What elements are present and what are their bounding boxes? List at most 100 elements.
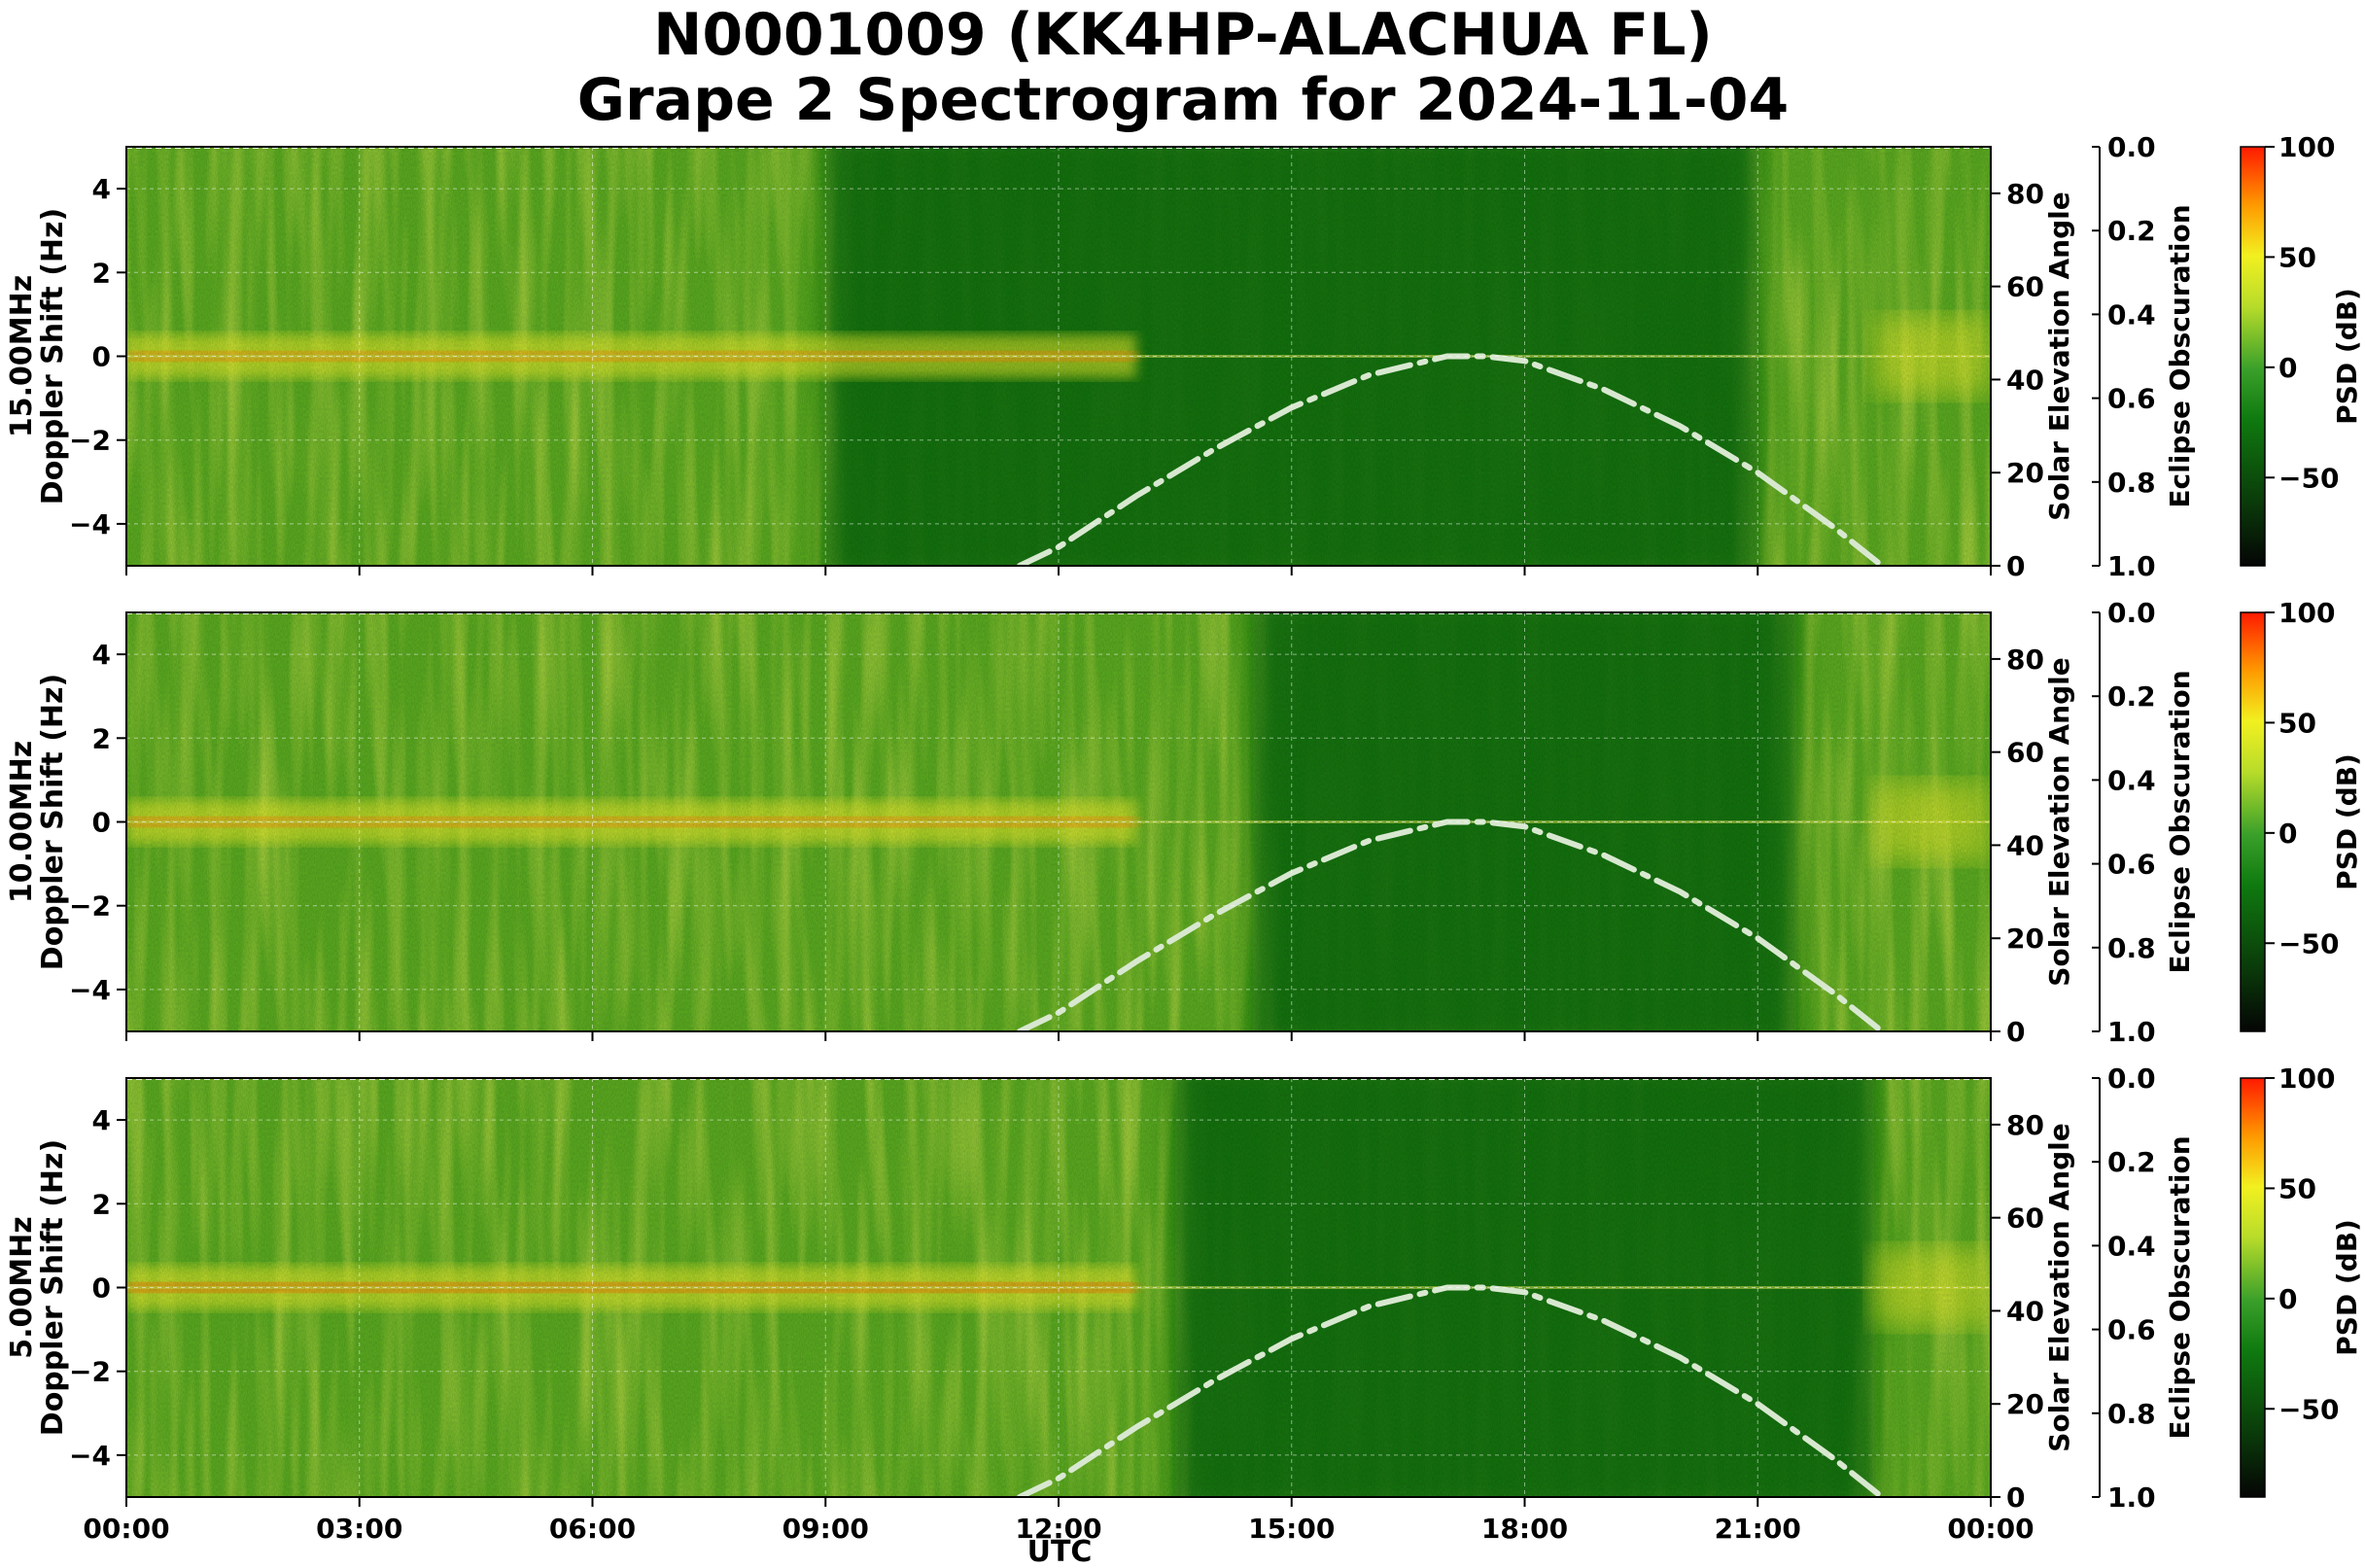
elevation-tick-label: 80 (2006, 644, 2044, 676)
colorbar-tick-label: 0 (2278, 1283, 2297, 1315)
y-tick-label: 4 (92, 1104, 111, 1136)
eclipse-tick-label: 0.4 (2107, 764, 2156, 796)
spectrogram-image (126, 612, 1991, 1031)
eclipse-tick-label: 0.8 (2107, 932, 2156, 964)
title-line-1: N0001009 (KK4HP-ALACHUA FL) (653, 1, 1713, 69)
colorbar-tick-label: −50 (2278, 927, 2339, 959)
x-tick-label: 09:00 (783, 1513, 869, 1545)
eclipse-tick-label: 0.0 (2107, 597, 2156, 629)
colorbar-tick-label: 0 (2278, 818, 2297, 850)
y-tick-label: 2 (92, 722, 111, 754)
colorbar-tick-label: 50 (2278, 1172, 2316, 1204)
eclipse-tick-label: 0.0 (2107, 1063, 2156, 1095)
colorbar-tick-label: 100 (2278, 597, 2335, 629)
eclipse-axis-label: Eclipse Obscuration (2164, 1135, 2196, 1439)
elevation-tick-label: 80 (2006, 178, 2044, 210)
elevation-tick-label: 40 (2006, 829, 2044, 861)
colorbar-tick-label: 100 (2278, 131, 2335, 163)
eclipse-tick-label: 1.0 (2107, 1481, 2156, 1514)
colorbar-tick-label: 0 (2278, 352, 2297, 384)
colorbar-label: PSD (dB) (2331, 288, 2363, 425)
y-tick-label: 4 (92, 639, 111, 671)
spectrogram-image (126, 1078, 1991, 1497)
y-tick-label: 4 (92, 173, 111, 205)
spectrogram-image (126, 147, 1991, 566)
eclipse-tick-label: 0.2 (2107, 1146, 2156, 1178)
y-tick-label: −2 (69, 425, 111, 457)
psd-colorbar (2240, 1077, 2266, 1498)
frequency-label: 5.00MHz (5, 1216, 39, 1358)
elevation-axis-label: Solar Elevation Angle (2043, 1123, 2075, 1451)
eclipse-tick-label: 0.2 (2107, 215, 2156, 247)
elevation-tick-label: 40 (2006, 364, 2044, 396)
eclipse-tick-label: 0.6 (2107, 849, 2156, 881)
title-line-2: Grape 2 Spectrogram for 2024-11-04 (577, 66, 1789, 134)
elevation-tick-label: 60 (2006, 1202, 2044, 1235)
elevation-axis-label: Solar Elevation Angle (2043, 192, 2075, 520)
elevation-tick-label: 20 (2006, 923, 2044, 955)
colorbar-tick-label: 50 (2278, 241, 2316, 273)
y-tick-label: −4 (69, 974, 111, 1006)
colorbar-tick-label: −50 (2278, 1393, 2339, 1425)
elevation-tick-label: 60 (2006, 271, 2044, 303)
psd-colorbar (2240, 611, 2266, 1032)
x-axis-label: UTC (1027, 1535, 1093, 1568)
x-tick-label: 21:00 (1715, 1513, 1801, 1545)
elevation-tick-label: 0 (2006, 1016, 2025, 1048)
y-tick-label: 0 (92, 807, 111, 839)
eclipse-axis-label: Eclipse Obscuration (2164, 204, 2196, 507)
colorbar-tick-label: 100 (2278, 1063, 2335, 1095)
x-tick-label: 18:00 (1481, 1513, 1568, 1545)
y-tick-label: 2 (92, 1188, 111, 1220)
doppler-axis-label: Doppler Shift (Hz) (36, 1139, 70, 1436)
elevation-tick-label: 60 (2006, 737, 2044, 769)
doppler-axis-label: Doppler Shift (Hz) (36, 674, 70, 970)
eclipse-tick-label: 1.0 (2107, 1016, 2156, 1048)
eclipse-tick-label: 0.6 (2107, 383, 2156, 415)
eclipse-tick-label: 0.4 (2107, 298, 2156, 331)
colorbar-tick-label: −50 (2278, 462, 2339, 494)
x-tick-label: 12:00 (1015, 1513, 1101, 1545)
elevation-tick-label: 20 (2006, 1388, 2044, 1420)
spectrogram-noise (126, 612, 1991, 1031)
x-tick-label: 15:00 (1248, 1513, 1335, 1545)
doppler-axis-label: Doppler Shift (Hz) (36, 208, 70, 505)
eclipse-axis-label: Eclipse Obscuration (2164, 670, 2196, 973)
x-tick-label: 03:00 (316, 1513, 402, 1545)
y-tick-label: 0 (92, 1272, 111, 1305)
eclipse-tick-label: 1.0 (2107, 550, 2156, 582)
colorbar-label: PSD (dB) (2331, 753, 2363, 890)
elevation-tick-label: 80 (2006, 1109, 2044, 1141)
elevation-tick-label: 20 (2006, 457, 2044, 489)
x-tick-label: 00:00 (1947, 1513, 2034, 1545)
x-tick-label: 00:00 (83, 1513, 169, 1545)
eclipse-tick-label: 0.0 (2107, 131, 2156, 163)
y-tick-label: −4 (69, 1440, 111, 1472)
colorbar-tick-label: 50 (2278, 707, 2316, 739)
psd-colorbar (2240, 146, 2266, 567)
eclipse-tick-label: 0.8 (2107, 1398, 2156, 1430)
eclipse-tick-label: 0.2 (2107, 680, 2156, 713)
y-tick-label: −2 (69, 1356, 111, 1388)
elevation-tick-label: 0 (2006, 550, 2025, 582)
y-tick-label: −4 (69, 508, 111, 540)
elevation-tick-label: 40 (2006, 1295, 2044, 1327)
frequency-label: 10.00MHz (5, 741, 39, 903)
eclipse-tick-label: 0.6 (2107, 1314, 2156, 1346)
y-tick-label: 2 (92, 257, 111, 289)
eclipse-tick-label: 0.8 (2107, 467, 2156, 499)
x-tick-label: 06:00 (549, 1513, 636, 1545)
spectrogram-noise (126, 1078, 1991, 1497)
y-tick-label: −2 (69, 890, 111, 923)
spectrogram-noise (126, 147, 1991, 566)
y-tick-label: 0 (92, 341, 111, 373)
colorbar-label: PSD (dB) (2331, 1219, 2363, 1356)
frequency-label: 15.00MHz (5, 275, 39, 437)
eclipse-tick-label: 0.4 (2107, 1230, 2156, 1262)
elevation-tick-label: 0 (2006, 1481, 2025, 1514)
elevation-axis-label: Solar Elevation Angle (2043, 657, 2075, 986)
